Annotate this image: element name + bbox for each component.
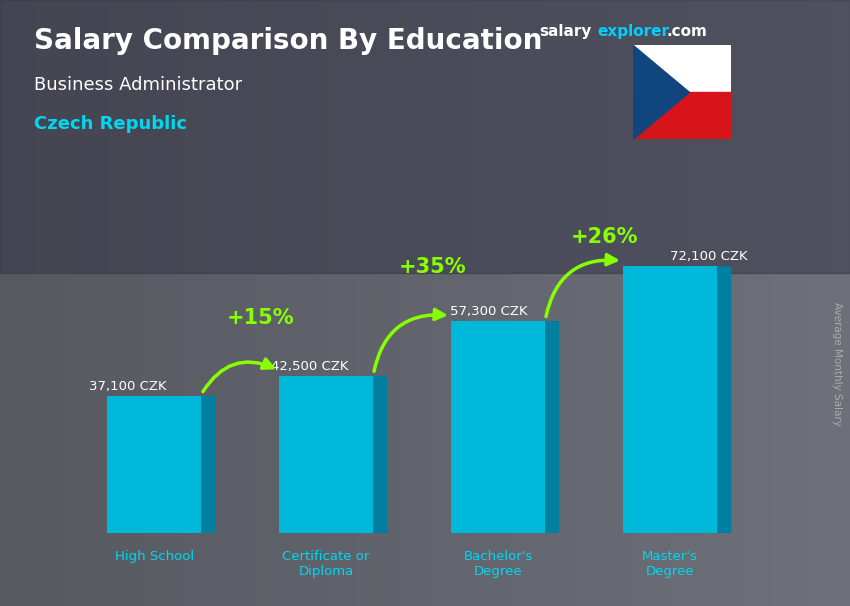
Bar <box>633 45 731 92</box>
Text: .com: .com <box>666 24 707 39</box>
Polygon shape <box>201 396 215 533</box>
Text: Average Monthly Salary: Average Monthly Salary <box>832 302 842 425</box>
Text: +35%: +35% <box>399 256 467 277</box>
Text: 72,100 CZK: 72,100 CZK <box>670 250 748 263</box>
Polygon shape <box>717 266 731 533</box>
Text: salary: salary <box>540 24 592 39</box>
FancyBboxPatch shape <box>107 396 201 533</box>
Polygon shape <box>373 376 388 533</box>
FancyBboxPatch shape <box>279 376 373 533</box>
Text: Salary Comparison By Education: Salary Comparison By Education <box>34 27 542 55</box>
Text: +26%: +26% <box>571 227 638 247</box>
Text: 42,500 CZK: 42,500 CZK <box>271 360 348 373</box>
Bar <box>633 92 731 139</box>
Polygon shape <box>546 321 559 533</box>
Polygon shape <box>633 45 689 139</box>
Text: +15%: +15% <box>227 308 295 328</box>
Text: Business Administrator: Business Administrator <box>34 76 242 94</box>
Text: 37,100 CZK: 37,100 CZK <box>89 380 167 393</box>
FancyBboxPatch shape <box>450 321 546 533</box>
Text: explorer: explorer <box>598 24 670 39</box>
Bar <box>0 0 850 273</box>
Text: Czech Republic: Czech Republic <box>34 115 187 133</box>
FancyBboxPatch shape <box>623 266 717 533</box>
Text: 57,300 CZK: 57,300 CZK <box>450 305 528 318</box>
